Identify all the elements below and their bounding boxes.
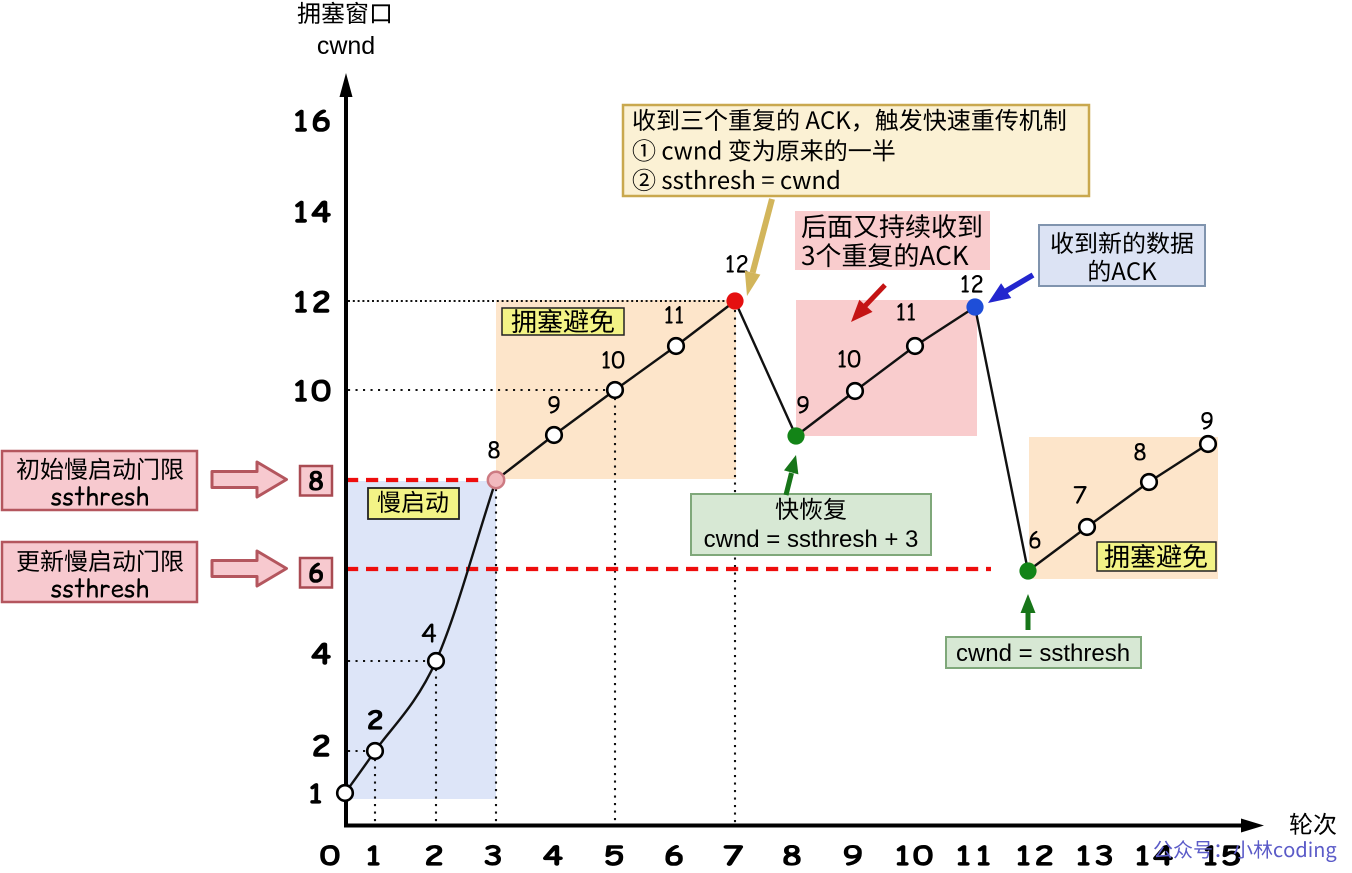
- svg-text:cwnd: cwnd: [317, 32, 375, 60]
- svg-text:cwnd = ssthresh: cwnd = ssthresh: [956, 640, 1130, 667]
- svg-text:cwnd = ssthresh + 3: cwnd = ssthresh + 3: [704, 526, 919, 553]
